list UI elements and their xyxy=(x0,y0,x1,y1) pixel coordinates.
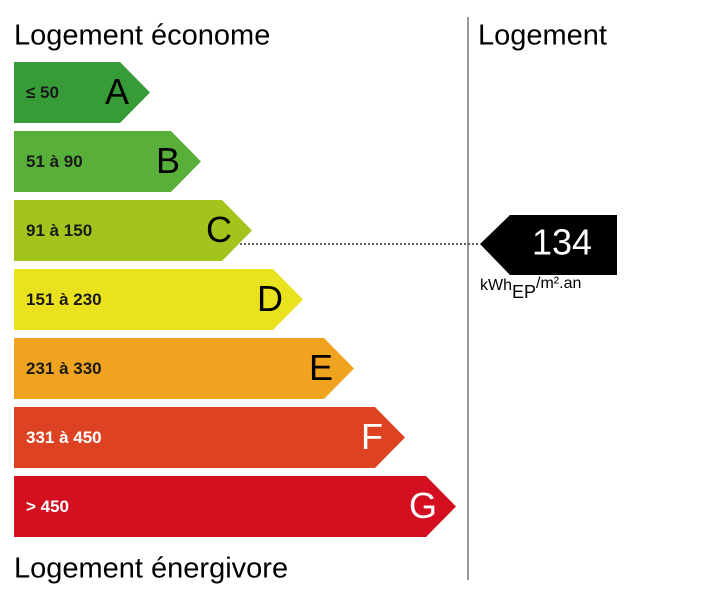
class-range: 231 à 330 xyxy=(26,359,102,378)
classes: ≤ 50 A 51 à 90 B 91 à 150 C 151 à 230 D 231 à 33… xyxy=(14,62,456,537)
class-bar xyxy=(14,269,303,330)
class-letter: B xyxy=(156,140,180,181)
class-range: > 450 xyxy=(26,497,69,516)
top-label: Logement économe xyxy=(14,20,270,52)
unit-sub: EP xyxy=(512,282,536,302)
class-range: 91 à 150 xyxy=(26,221,92,240)
class-letter: D xyxy=(257,278,283,319)
class-bar xyxy=(14,476,456,537)
class-range: 331 à 450 xyxy=(26,428,102,447)
class-letter: C xyxy=(206,209,232,250)
class-letter: A xyxy=(105,71,129,112)
class-range: 151 à 230 xyxy=(26,290,102,309)
class-letter: G xyxy=(409,485,437,526)
housing-label: Logement xyxy=(478,20,607,52)
class-bar xyxy=(14,407,405,468)
class-letter: F xyxy=(361,416,383,457)
class-bar xyxy=(14,131,201,192)
indicator-unit: kWhEP/m².an xyxy=(480,275,581,302)
indicator-value: 134 xyxy=(532,222,592,263)
class-bar xyxy=(14,338,354,399)
class-range: ≤ 50 xyxy=(26,83,59,102)
class-bar xyxy=(14,200,252,261)
class-letter: E xyxy=(309,347,333,388)
class-range: 51 à 90 xyxy=(26,152,83,171)
unit-suffix: /m².an xyxy=(536,275,581,292)
indicator-arrow xyxy=(480,215,617,275)
bottom-label: Logement énergivore xyxy=(14,553,288,585)
unit: kWh xyxy=(480,277,512,294)
class-bar xyxy=(14,62,150,123)
